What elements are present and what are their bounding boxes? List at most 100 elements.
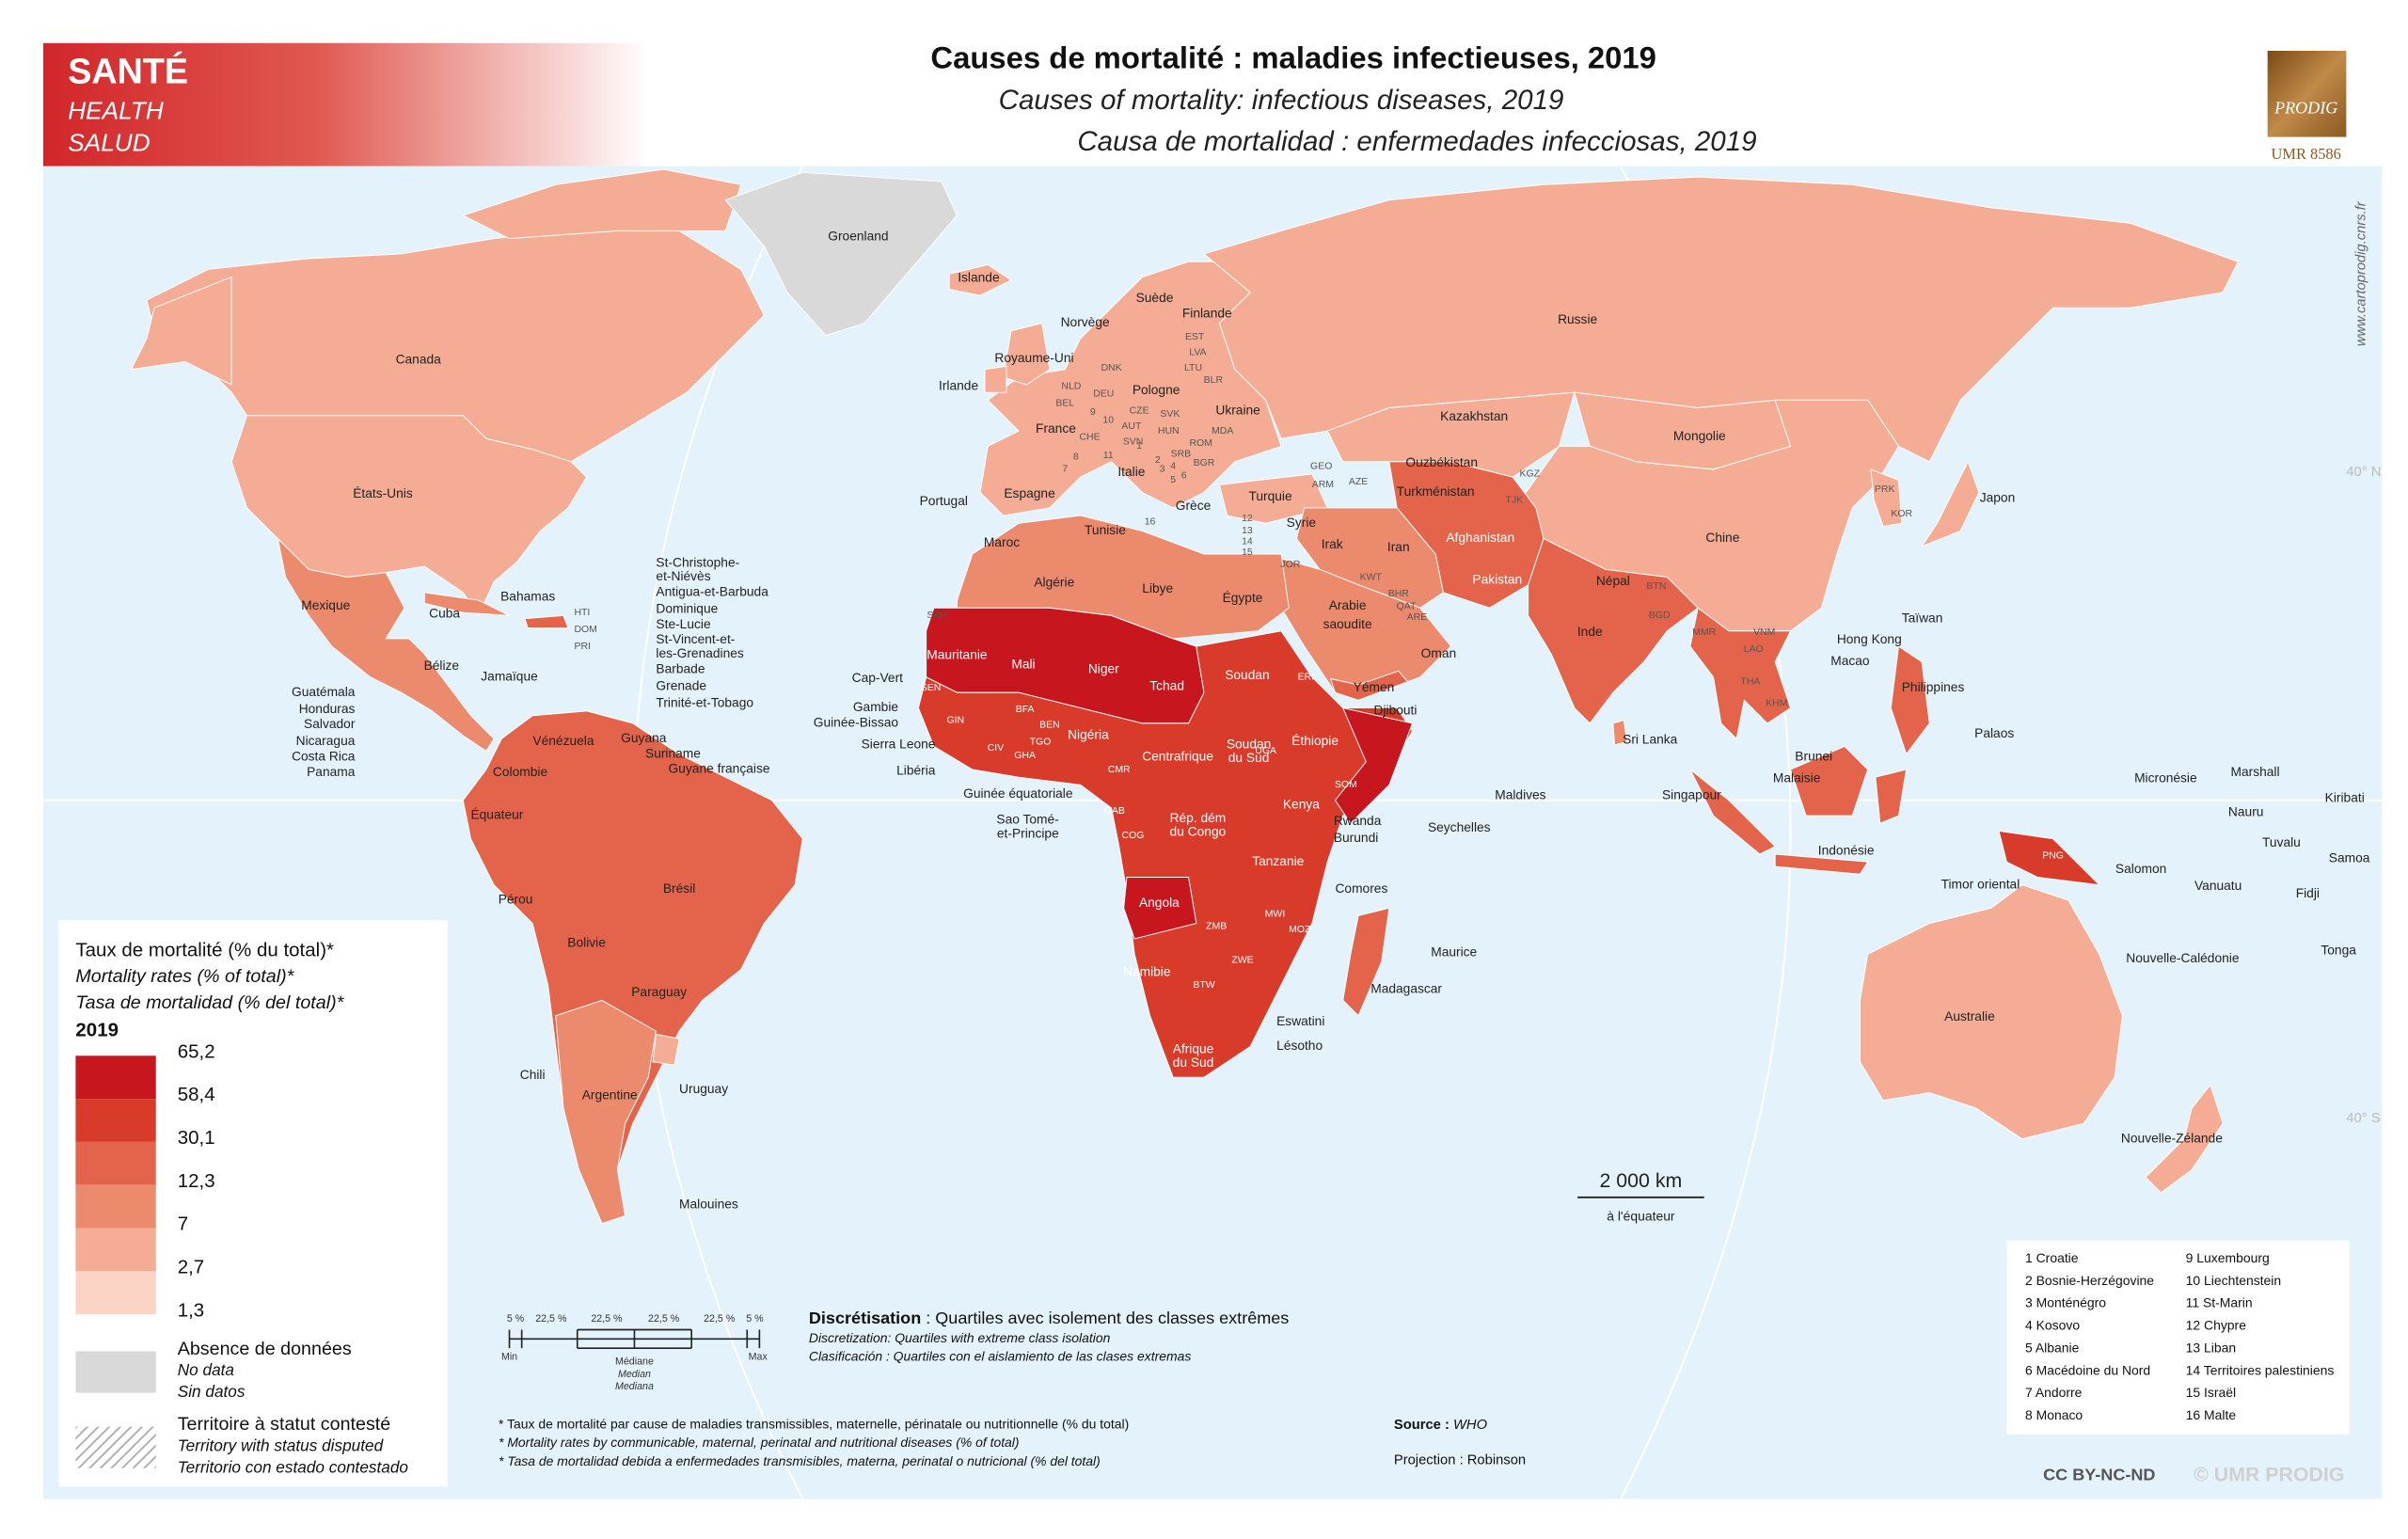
australia	[1859, 884, 2123, 1140]
legend-year: 2019	[75, 1020, 119, 1041]
country-label: Irak	[1322, 537, 1343, 551]
country-label: saoudite	[1323, 617, 1372, 631]
country-label: Finlande	[1182, 306, 1232, 320]
country-label: Australie	[1944, 1009, 1995, 1023]
turkey	[1218, 473, 1328, 524]
discretization-label: Discrétisation	[809, 1309, 921, 1327]
country-label: Djibouti	[1374, 703, 1418, 717]
country-label: Kenya	[1283, 797, 1320, 811]
country-label: 4	[1170, 461, 1176, 471]
percentile: 22,5 %	[535, 1313, 567, 1325]
country-label: Maurice	[1431, 944, 1477, 959]
country-label: Arabie	[1329, 598, 1367, 612]
country-label: NLD	[1061, 381, 1081, 391]
country-label: TJK	[1506, 495, 1524, 505]
country-label: Tanzanie	[1252, 854, 1304, 868]
country-label: Panama	[307, 765, 356, 779]
website: www.cartoprodig.cnrs.fr	[2354, 200, 2369, 346]
country-label: ARM	[1312, 480, 1334, 490]
key-item: 13 Liban	[2186, 1340, 2236, 1355]
country-label: Tchad	[1149, 678, 1184, 692]
key-item: 9 Luxembourg	[2186, 1250, 2270, 1265]
footnote-es: * Tasa de mortalidad debida a enfermedad…	[499, 1453, 1101, 1468]
sulawesi	[1875, 769, 1908, 824]
country-label: DNK	[1101, 363, 1121, 373]
country-label: Ste-Lucie	[656, 617, 711, 631]
country-label: Mali	[1011, 657, 1035, 671]
cuba	[423, 592, 510, 616]
legend-class-label: 12,3	[178, 1170, 215, 1192]
legend-title-en: Mortality rates (% of total)*	[75, 966, 294, 987]
country-label: CHE	[1079, 432, 1100, 442]
graticule-label: 40° N	[2346, 465, 2381, 480]
country-label: Chine	[1705, 531, 1739, 545]
country-label: Grèce	[1176, 499, 1212, 513]
arabia	[1264, 553, 1452, 701]
country-label: Soudan	[1227, 737, 1271, 751]
country-label: Bélize	[424, 658, 460, 673]
country-label: Turquie	[1248, 489, 1292, 503]
country-label: Bolivie	[567, 936, 606, 950]
country-label: Vénézuela	[532, 734, 594, 748]
country-label: Afrique	[1173, 1041, 1214, 1055]
country-label: Honduras	[299, 702, 356, 716]
country-label: Syrie	[1287, 516, 1317, 530]
country-label: et-Niévès	[656, 569, 710, 583]
country-label: Mauritanie	[927, 648, 988, 662]
country-label: Nigéria	[1068, 728, 1109, 742]
country-label: 12	[1242, 514, 1253, 524]
country-label: DEU	[1093, 389, 1114, 400]
source: Source : WHO	[1394, 1418, 1488, 1433]
new-zealand	[2145, 1084, 2224, 1194]
title-es: Causa de mortalidad : enfermedades infec…	[1077, 126, 1756, 157]
country-label: Suède	[1136, 291, 1174, 305]
country-label: Libéria	[896, 763, 936, 777]
discretization-method: : Quartiles avec isolement des classes e…	[921, 1309, 1289, 1327]
license: CC BY-NC-ND	[2043, 1466, 2155, 1484]
country-label: THA	[1740, 677, 1760, 688]
country-label: Angola	[1139, 896, 1180, 910]
key-item: 1 Croatie	[2025, 1250, 2079, 1265]
country-label: Équateur	[470, 807, 523, 822]
madagascar	[1342, 907, 1390, 1017]
logo-text: PRODIG	[2273, 98, 2337, 117]
country-label: Micronésie	[2134, 770, 2197, 785]
country-label: Mexique	[301, 598, 350, 612]
country-label: GEO	[1310, 461, 1332, 471]
philippines	[1890, 645, 1930, 755]
country-label: Grenade	[656, 678, 706, 692]
country-label: ZWE	[1231, 956, 1253, 966]
country-label: PRK	[1875, 484, 1895, 495]
disputed-label-en: Territory with status disputed	[178, 1436, 385, 1454]
country-label: Iran	[1387, 540, 1410, 554]
country-label: 5	[1170, 475, 1176, 485]
country-label: Soudan	[1225, 668, 1269, 682]
country-label: BLR	[1204, 375, 1224, 386]
country-label: PNG	[2042, 850, 2064, 861]
legend-swatch	[75, 1184, 156, 1229]
country-label: BTW	[1193, 980, 1214, 991]
country-label: Ouzbékistan	[1405, 455, 1478, 469]
country-label: les-Grenadines	[656, 646, 744, 660]
country-label: Irlande	[939, 378, 978, 392]
country-label: Lésotho	[1276, 1039, 1323, 1053]
sri-lanka	[1612, 720, 1628, 746]
south-america	[462, 710, 803, 1225]
country-label: HUN	[1158, 426, 1180, 436]
no-data-label: Absence de données	[178, 1339, 352, 1359]
country-label: KGZ	[1519, 469, 1540, 480]
country-label: SOM	[1335, 780, 1357, 790]
source-label: Source :	[1394, 1418, 1453, 1433]
country-label: JOR	[1280, 560, 1300, 570]
country-label: Sao Tomé-	[996, 813, 1058, 827]
country-label: Canada	[396, 352, 442, 366]
country-label: SAH	[927, 611, 947, 621]
country-label: Samoa	[2329, 851, 2370, 865]
legend-swatch	[75, 1055, 156, 1100]
country-label: EST	[1185, 332, 1205, 342]
country-label: BHR	[1388, 589, 1410, 599]
country-label: Niger	[1088, 661, 1119, 675]
country-label: et-Principe	[997, 826, 1059, 840]
country-label: Salvador	[304, 717, 356, 731]
